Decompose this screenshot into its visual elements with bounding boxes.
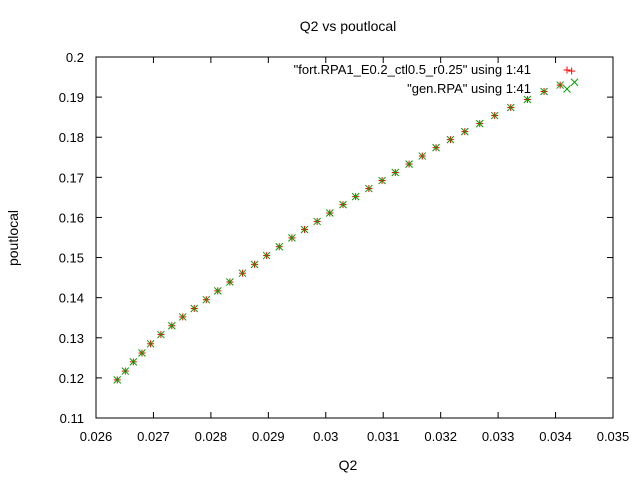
data-point: [418, 152, 427, 160]
y-tick-label: 0.12: [59, 371, 84, 386]
series-gen: [113, 78, 579, 384]
data-point: [446, 135, 455, 144]
data-point: [351, 192, 360, 201]
legend: "fort.RPA1_E0.2_ctl0.5_r0.25" using 1:41…: [294, 62, 571, 96]
y-tick-label: 0.13: [59, 331, 84, 346]
data-point: [262, 251, 271, 260]
x-tick-label: 0.028: [195, 429, 228, 444]
data-point: [432, 143, 440, 152]
y-tick-label: 0.16: [59, 210, 84, 225]
legend-marker-fort: [563, 66, 571, 74]
y-tick-label: 0.19: [59, 90, 84, 105]
data-point: [568, 67, 576, 75]
x-tick-label: 0.03: [313, 429, 338, 444]
data-point: [540, 87, 548, 96]
data-point: [391, 168, 400, 177]
data-point: [378, 176, 386, 185]
data-point: [178, 313, 187, 321]
x-tick-label: 0.034: [539, 429, 572, 444]
legend-label-fort: "fort.RPA1_E0.2_ctl0.5_r0.25" using 1:41: [294, 62, 531, 77]
y-tick-label: 0.11: [60, 411, 84, 426]
data-point: [313, 217, 322, 226]
x-tick-label: 0.032: [424, 429, 457, 444]
data-point: [225, 278, 234, 286]
data-point: [325, 209, 334, 217]
data-point: [190, 304, 199, 313]
data-point: [556, 81, 565, 89]
data-point: [138, 349, 146, 357]
plot-frame: [95, 56, 614, 419]
y-axis-label: poutlocal: [5, 210, 21, 266]
legend-marker-symbol: [563, 85, 571, 93]
x-tick-label: 0.031: [367, 429, 400, 444]
data-point: [121, 367, 130, 375]
legend-marker-symbol: [563, 66, 571, 74]
data-point: [129, 357, 138, 366]
data-point: [146, 339, 155, 348]
chart-title: Q2 vs poutlocal: [300, 18, 397, 34]
data-point: [238, 269, 247, 278]
x-tick-label: 0.026: [80, 429, 113, 444]
data-point: [250, 260, 259, 269]
data-point: [213, 286, 222, 295]
data-point: [523, 95, 532, 104]
x-axis-label: Q2: [339, 457, 358, 473]
y-tick-label: 0.14: [59, 291, 84, 306]
y-axis-ticks: 0.11 0.12 0.13 0.14 0.15 0.16 0.17 0.18 0.19 0.2: [59, 50, 613, 426]
data-point: [405, 160, 413, 168]
data-point: [113, 376, 122, 384]
data-point: [460, 127, 469, 136]
legend-marker-gen: [563, 85, 571, 93]
data-point: [202, 295, 211, 304]
x-tick-label: 0.029: [252, 429, 285, 444]
data-point: [365, 184, 373, 193]
x-tick-label: 0.027: [137, 429, 170, 444]
data-point: [300, 225, 309, 234]
data-point: [288, 234, 296, 242]
data-point: [157, 330, 165, 339]
data-point: [339, 200, 347, 209]
y-tick-label: 0.18: [59, 130, 84, 145]
data-point: [475, 119, 484, 128]
data-point: [506, 103, 515, 112]
y-tick-label: 0.2: [66, 50, 84, 65]
y-tick-label: 0.15: [59, 251, 84, 266]
data-point: [570, 78, 579, 87]
x-axis-ticks: 0.026 0.027 0.028 0.029 0.03 0.031 0.032 0.033 0…: [80, 57, 630, 444]
x-tick-label: 0.033: [482, 429, 515, 444]
data-point: [490, 111, 499, 120]
data-points: [113, 67, 579, 384]
data-point: [167, 321, 176, 330]
x-tick-label: 0.035: [597, 429, 630, 444]
y-tick-label: 0.17: [59, 170, 84, 185]
legend-label-gen: "gen.RPA" using 1:41: [407, 81, 531, 96]
data-point: [275, 242, 284, 251]
